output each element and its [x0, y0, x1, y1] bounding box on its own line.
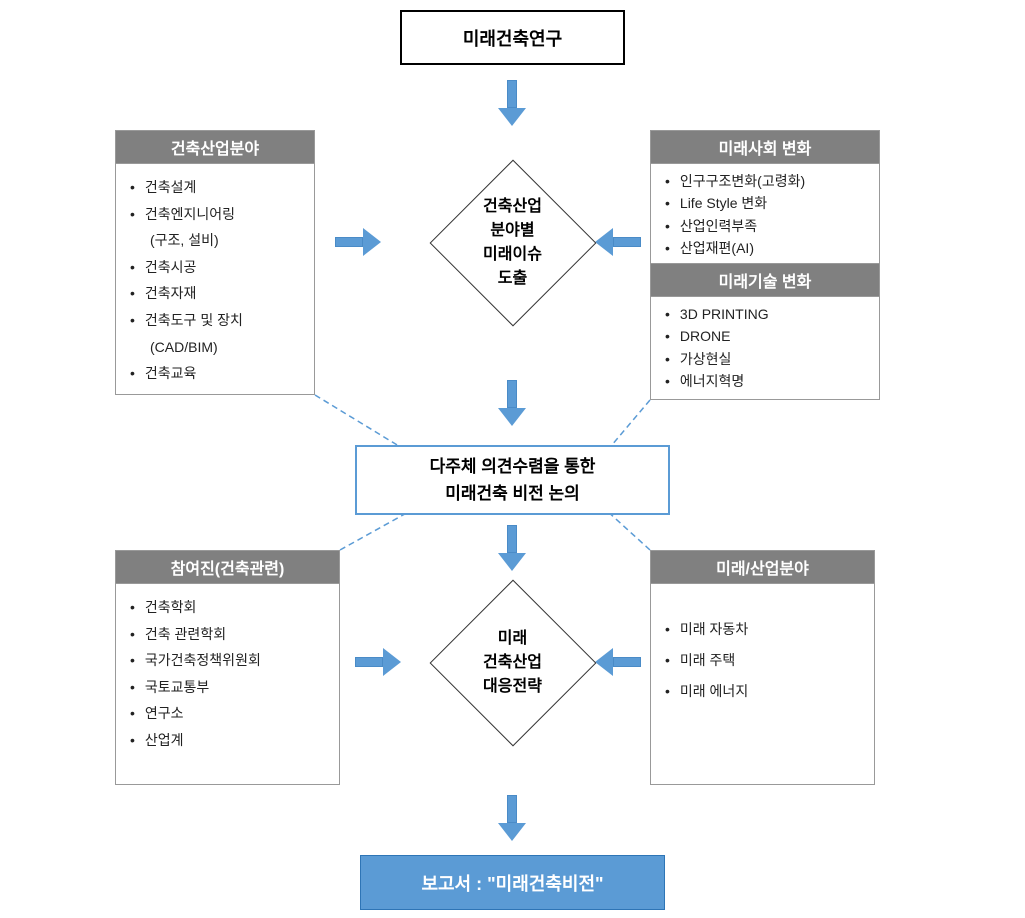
panel-future-tech: 미래기술 변화 3D PRINTINGDRONE가상현실에너지혁명 [650, 263, 880, 400]
list-item: (CAD/BIM) [130, 334, 300, 361]
list-item: 산업인력부족 [665, 215, 865, 237]
mid-line1: 다주체 의견수렴을 통한 [430, 453, 596, 480]
mid-discussion-box: 다주체 의견수렴을 통한 미래건축 비전 논의 [355, 445, 670, 515]
list-item: Life Style 변화 [665, 192, 865, 214]
arrow-down-icon [498, 80, 526, 126]
panel-body: 건축설계건축엔지니어링(구조, 설비)건축시공건축자재건축도구 및 장치(CAD… [116, 164, 314, 397]
arrow-down-icon [498, 795, 526, 841]
panel-list: 인구구조변화(고령화)Life Style 변화산업인력부족산업재편(AI) [665, 170, 865, 260]
arrow-right-icon [355, 648, 401, 676]
panel-header: 미래기술 변화 [651, 264, 879, 297]
list-item: 건축자재 [130, 280, 300, 307]
list-item: 연구소 [130, 700, 325, 727]
list-item: 건축학회 [130, 594, 325, 621]
panel-list: 건축학회건축 관련학회국가건축정책위원회국토교통부연구소산업계 [130, 594, 325, 754]
panel-header: 미래사회 변화 [651, 131, 879, 164]
panel-header: 참여진(건축관련) [116, 551, 339, 584]
panel-body: 미래 자동차미래 주택미래 에너지 [651, 584, 874, 716]
panel-future-industries: 미래/산업분야 미래 자동차미래 주택미래 에너지 [650, 550, 875, 785]
list-item: 인구구조변화(고령화) [665, 170, 865, 192]
arrow-down-icon [498, 525, 526, 571]
list-item: 에너지혁명 [665, 370, 865, 392]
list-item: 건축교육 [130, 360, 300, 387]
list-item: 건축시공 [130, 254, 300, 281]
list-item: (구조, 설비) [130, 227, 300, 254]
arrow-down-icon [498, 380, 526, 426]
list-item: 건축엔지니어링 [130, 201, 300, 228]
list-item: 3D PRINTING [665, 303, 865, 325]
arrow-right-icon [335, 228, 381, 256]
panel-list: 미래 자동차미래 주택미래 에너지 [665, 614, 860, 706]
panel-header: 미래/산업분야 [651, 551, 874, 584]
panel-list: 3D PRINTINGDRONE가상현실에너지혁명 [665, 303, 865, 393]
panel-list: 건축설계건축엔지니어링(구조, 설비)건축시공건축자재건축도구 및 장치(CAD… [130, 174, 300, 387]
title-box: 미래건축연구 [400, 10, 625, 65]
diamond-label: 미래 건축산업 대응전략 [483, 627, 542, 699]
final-report-box: 보고서 : "미래건축비전" [360, 855, 665, 910]
list-item: 미래 주택 [665, 645, 860, 676]
panel-body: 건축학회건축 관련학회국가건축정책위원회국토교통부연구소산업계 [116, 584, 339, 764]
panel-body: 인구구조변화(고령화)Life Style 변화산업인력부족산업재편(AI) [651, 164, 879, 266]
list-item: 건축설계 [130, 174, 300, 201]
diamond-issues: 건축산업 분야별 미래이슈 도출 [430, 160, 595, 325]
title-label: 미래건축연구 [463, 25, 562, 51]
list-item: 산업재편(AI) [665, 237, 865, 259]
mid-line2: 미래건축 비전 논의 [430, 480, 596, 507]
arrow-left-icon [595, 648, 641, 676]
panel-construction-fields: 건축산업분야 건축설계건축엔지니어링(구조, 설비)건축시공건축자재건축도구 및… [115, 130, 315, 395]
list-item: 산업계 [130, 727, 325, 754]
panel-future-society: 미래사회 변화 인구구조변화(고령화)Life Style 변화산업인력부족산업… [650, 130, 880, 267]
list-item: 미래 에너지 [665, 676, 860, 707]
panel-body: 3D PRINTINGDRONE가상현실에너지혁명 [651, 297, 879, 399]
list-item: 국토교통부 [130, 674, 325, 701]
list-item: 가상현실 [665, 348, 865, 370]
final-label: 보고서 : "미래건축비전" [421, 870, 603, 896]
diamond-strategy: 미래 건축산업 대응전략 [430, 580, 595, 745]
list-item: DRONE [665, 325, 865, 347]
list-item: 건축 관련학회 [130, 621, 325, 648]
panel-participants: 참여진(건축관련) 건축학회건축 관련학회국가건축정책위원회국토교통부연구소산업… [115, 550, 340, 785]
list-item: 건축도구 및 장치 [130, 307, 300, 334]
panel-header: 건축산업분야 [116, 131, 314, 164]
list-item: 국가건축정책위원회 [130, 647, 325, 674]
diamond-label: 건축산업 분야별 미래이슈 도출 [483, 195, 542, 291]
list-item: 미래 자동차 [665, 614, 860, 645]
arrow-left-icon [595, 228, 641, 256]
